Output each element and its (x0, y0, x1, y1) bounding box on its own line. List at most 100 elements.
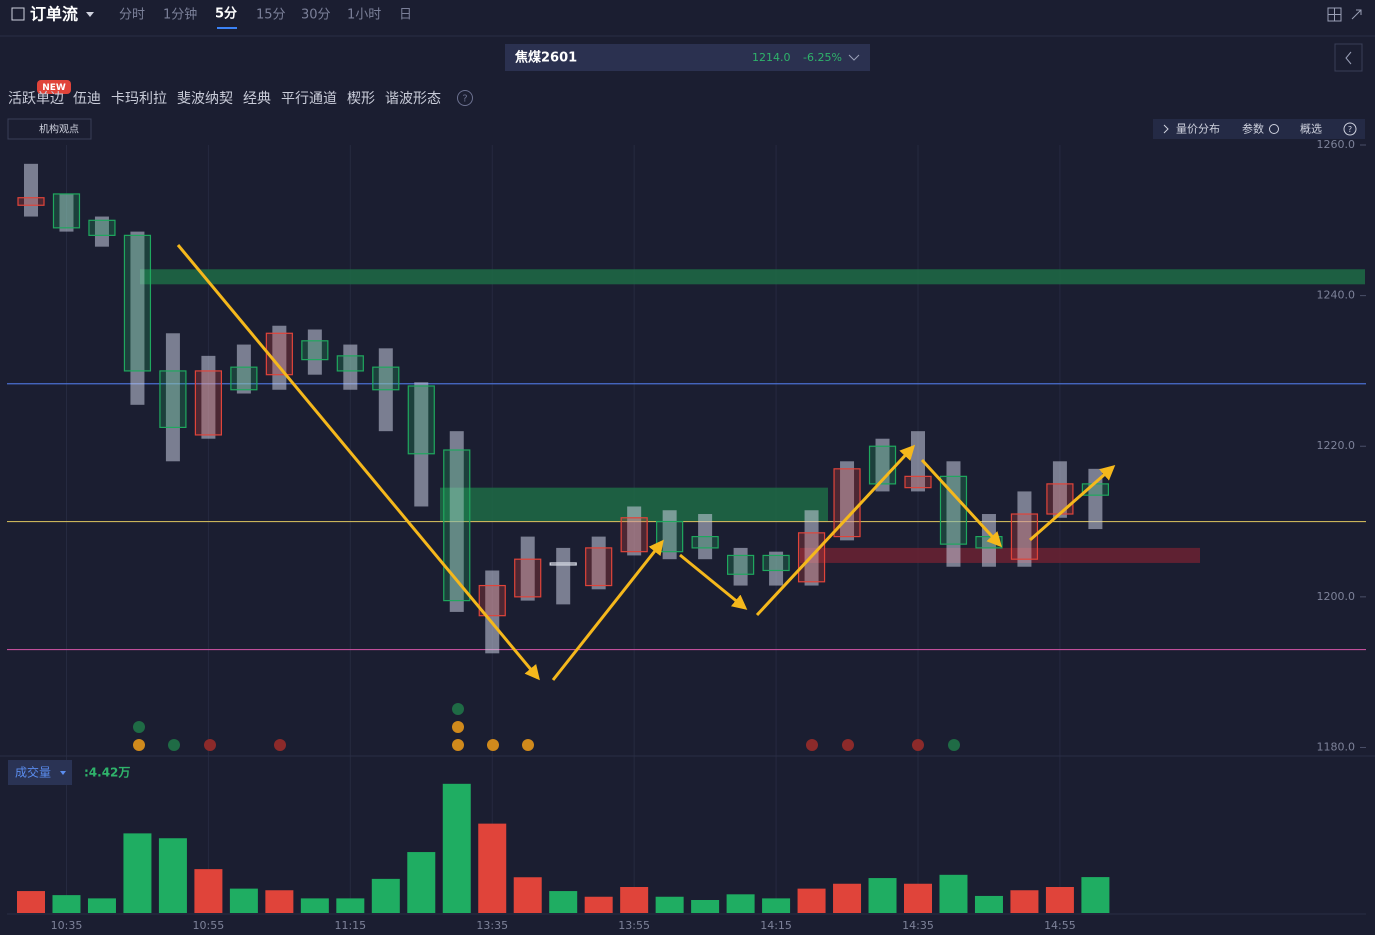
signal (806, 739, 818, 751)
candle-body (301, 340, 329, 361)
arrow (1029, 465, 1116, 542)
candle-body (336, 355, 364, 372)
collapse-button[interactable] (1334, 43, 1363, 72)
signal (133, 721, 145, 733)
trend-arrows (176, 244, 1116, 681)
footprint-range (662, 510, 677, 560)
panel-button[interactable]: 量价分布 (1176, 123, 1220, 136)
x-tick-label: 13:55 (618, 919, 650, 932)
tab[interactable]: 日 (399, 8, 412, 23)
footprint-range (733, 547, 748, 586)
symbol-dropdown[interactable] (848, 54, 860, 61)
x-tick-label: 14:15 (760, 919, 792, 932)
tool[interactable]: 经典 (243, 91, 271, 107)
candle-body (52, 193, 81, 229)
volume-readout: :4.42万 (84, 766, 130, 780)
volume-bar (974, 895, 1003, 913)
panel-button[interactable]: 参数 (1242, 122, 1264, 136)
price-plot: 1260.0 1240.0 1220.0 1200.0 1180.0 (7, 138, 1366, 913)
zone (800, 547, 1200, 563)
tool[interactable]: 平行通道 (281, 91, 337, 107)
volume-bar (833, 883, 862, 913)
tab[interactable]: 1分钟 (163, 7, 197, 23)
volume-bar (797, 888, 826, 913)
volume-bar (691, 900, 720, 913)
candle-body (443, 449, 471, 602)
candle-body (372, 366, 400, 391)
candle-body (1046, 483, 1074, 515)
institution-button[interactable] (7, 118, 92, 140)
volume-bar (194, 869, 223, 913)
footprint-range (201, 355, 216, 439)
candle-body (549, 562, 577, 566)
symbol: 焦煤2601 (514, 50, 577, 66)
volume-bar (868, 878, 897, 913)
expand-button[interactable] (1328, 8, 1362, 21)
footprint-range (449, 431, 464, 612)
tab[interactable]: 15分 (256, 8, 286, 23)
help-icon[interactable] (457, 90, 473, 106)
x-tick-label: 13:35 (476, 919, 508, 932)
signal-icons (133, 703, 960, 751)
volume-bar (513, 877, 542, 913)
candle-body (407, 385, 435, 455)
volume-bar (407, 852, 436, 913)
volume-bar (620, 887, 649, 913)
signal (522, 739, 534, 751)
symbol-box[interactable] (505, 44, 870, 71)
candle-body (868, 445, 897, 485)
volume-bar (762, 898, 791, 913)
help-text: ? (1348, 125, 1352, 134)
signal (133, 739, 145, 751)
help-icon[interactable] (1343, 122, 1357, 136)
volume-title: 成交量 (15, 765, 51, 780)
footprint-range (94, 216, 109, 247)
tab-underline (217, 27, 237, 29)
arrow (679, 553, 748, 610)
footprint-range (24, 163, 38, 217)
tool[interactable]: 活跃单边 (8, 91, 64, 107)
volume-bar (87, 898, 116, 913)
tool[interactable]: 楔形 (347, 91, 375, 107)
x-tick-label: 10:55 (193, 919, 225, 932)
tab[interactable]: 1小时 (347, 8, 381, 23)
volume-bar (123, 833, 152, 913)
title-icon (11, 7, 25, 21)
tool[interactable]: 卡玛利拉 (111, 91, 167, 107)
tool[interactable]: 谐波形态 (385, 91, 441, 107)
panel-button[interactable]: 概选 (1300, 123, 1322, 136)
signal (452, 739, 464, 751)
dropdown-icon[interactable] (86, 12, 94, 17)
volume-bar (265, 890, 294, 913)
tool[interactable]: 伍迪 (73, 91, 101, 107)
footprint-range (769, 551, 784, 586)
signal (168, 739, 180, 751)
x-tick-label: 14:55 (1044, 919, 1076, 932)
y-tick-label: 1240.0 (1317, 289, 1356, 302)
app-title[interactable]: 订单流 (30, 5, 78, 24)
volume-bar (549, 891, 578, 913)
price: 1214.0 (752, 51, 791, 64)
candle-body (620, 517, 648, 553)
candle-body (17, 197, 45, 206)
volume-bar (904, 883, 932, 913)
tab[interactable]: 30分 (301, 8, 331, 23)
volume-bar (584, 896, 613, 913)
footprint-range (1017, 491, 1032, 567)
change: -6.25% (803, 51, 842, 64)
zone (140, 269, 1365, 285)
candle-body (939, 475, 968, 545)
help-text: ? (462, 94, 467, 105)
volume-bar (939, 874, 968, 913)
signal (204, 739, 216, 751)
tool[interactable]: 斐波纳契 (177, 91, 233, 107)
tab-active[interactable]: 5分 (215, 6, 237, 22)
volume-bar (158, 838, 187, 913)
y-tick-label: 1200.0 (1317, 590, 1356, 603)
x-tick-label: 11:15 (334, 919, 366, 932)
footprint-range (627, 506, 642, 556)
y-tick-label: 1260.0 (1317, 138, 1356, 151)
tab[interactable]: 分时 (119, 8, 145, 23)
volume-bar (442, 783, 471, 913)
